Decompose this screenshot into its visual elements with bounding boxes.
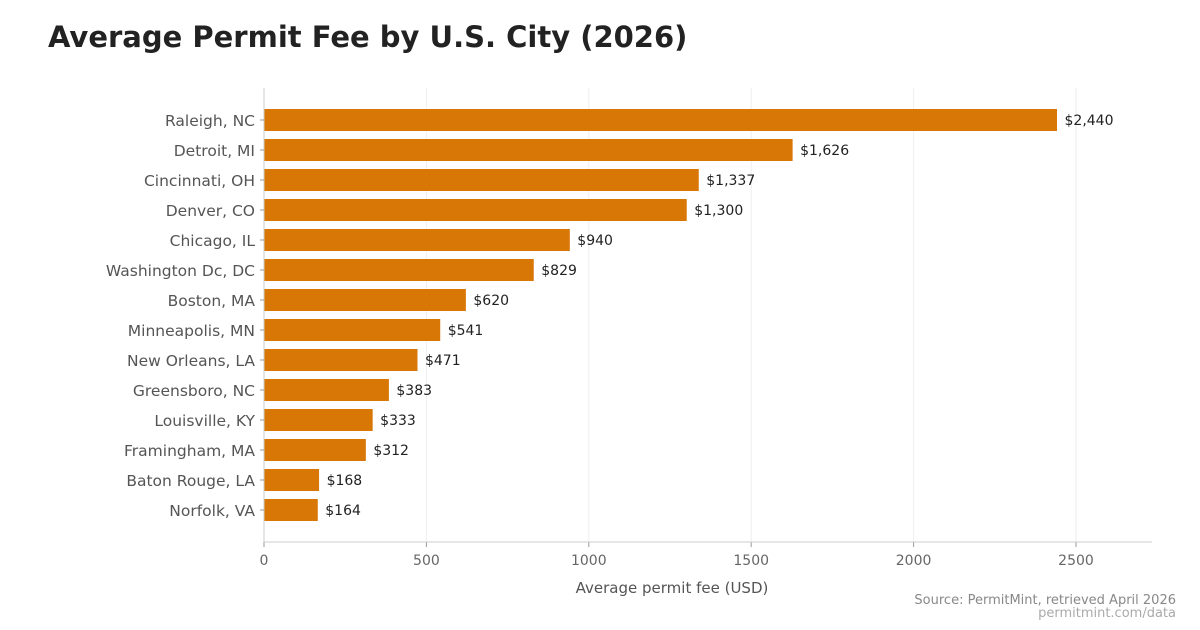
data-label: $471 (425, 353, 461, 369)
x-axis-label: Average permit fee (USD) (576, 579, 769, 597)
data-label: $940 (577, 233, 613, 249)
data-label: $541 (448, 323, 484, 339)
data-label: $333 (380, 413, 416, 429)
y-tick-label: New Orleans, LA (127, 352, 255, 370)
y-tick-label: Raleigh, NC (165, 112, 255, 130)
y-tick-label: Washington Dc, DC (106, 262, 255, 280)
x-tick-label: 2000 (896, 553, 932, 569)
bar (264, 199, 687, 221)
bar (264, 349, 418, 371)
y-tick-label: Greensboro, NC (133, 382, 255, 400)
chart-title: Average Permit Fee by U.S. City (2026) (48, 20, 688, 54)
source-url: permitmint.com/data (1038, 606, 1176, 621)
bar (264, 499, 318, 521)
data-label: $312 (373, 443, 409, 459)
bar (264, 169, 699, 191)
data-label: $1,337 (706, 173, 755, 189)
x-tick-label: 1500 (733, 553, 769, 569)
source-note: Source: PermitMint, retrieved April 2026 (914, 593, 1176, 608)
y-tick-label: Minneapolis, MN (128, 322, 255, 340)
y-tick-label: Denver, CO (166, 202, 255, 220)
bar (264, 229, 570, 251)
bar (264, 289, 466, 311)
bar (264, 469, 320, 491)
bar (264, 259, 534, 281)
data-label: $829 (541, 263, 577, 279)
x-tick-label: 2500 (1058, 553, 1094, 569)
data-label: $2,440 (1065, 113, 1114, 129)
y-tick-label: Detroit, MI (174, 142, 255, 160)
y-tick-label: Framingham, MA (124, 442, 255, 460)
data-label: $1,626 (800, 143, 849, 159)
y-tick-label: Norfolk, VA (169, 502, 255, 520)
x-tick-label: 1000 (571, 553, 607, 569)
bar (264, 109, 1058, 131)
y-tick-label: Baton Rouge, LA (126, 472, 255, 490)
data-label: $620 (473, 293, 509, 309)
y-tick-label: Louisville, KY (154, 412, 255, 430)
bar (264, 379, 389, 401)
bar (264, 139, 793, 161)
data-label: $164 (325, 503, 361, 519)
data-label: $383 (396, 383, 432, 399)
bar (264, 409, 373, 431)
data-label: $1,300 (694, 203, 743, 219)
bar (264, 439, 366, 461)
y-tick-label: Cincinnati, OH (144, 172, 255, 190)
bar (264, 319, 441, 341)
data-label: $168 (327, 473, 363, 489)
y-tick-label: Chicago, IL (170, 232, 256, 250)
y-tick-label: Boston, MA (168, 292, 256, 310)
x-tick-label: 0 (260, 553, 269, 569)
x-tick-label: 500 (413, 553, 440, 569)
